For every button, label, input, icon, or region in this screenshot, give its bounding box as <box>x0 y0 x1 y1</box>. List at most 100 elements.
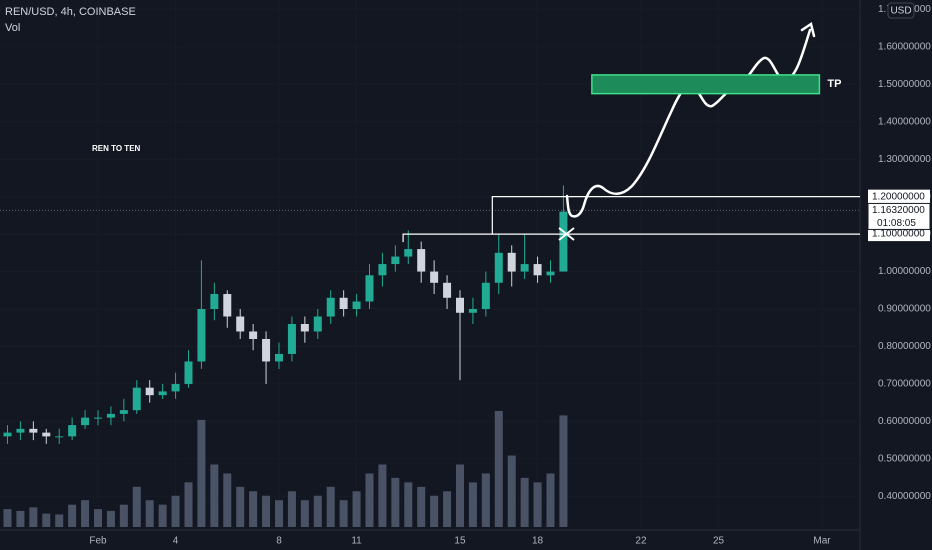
candle-body <box>158 391 167 396</box>
candle-body <box>481 282 490 310</box>
candle-body <box>132 387 141 411</box>
candle-body <box>507 252 516 272</box>
volume-bar <box>81 500 90 527</box>
x-tick-label: Feb <box>89 536 107 547</box>
volume-bar <box>391 477 400 527</box>
candle-body <box>391 256 400 265</box>
x-tick-label: 15 <box>454 536 466 547</box>
candle-body <box>300 323 309 332</box>
candle-body <box>210 294 219 310</box>
y-tick-label: 0.80000000 <box>878 341 931 352</box>
volume-bar <box>352 491 361 527</box>
tp-zone <box>591 74 821 95</box>
y-tick-label: 1.60000000 <box>878 41 931 52</box>
candle-body <box>287 323 296 354</box>
volume-bar <box>468 482 477 527</box>
y-tick-label: 0.70000000 <box>878 379 931 390</box>
candle-body <box>468 309 477 313</box>
y-tick-label: 1.30000000 <box>878 154 931 165</box>
countdown-label: 01:08:05 <box>877 218 916 229</box>
candle-body <box>430 271 439 283</box>
volume-bar <box>223 473 232 527</box>
volume-bar <box>29 507 38 527</box>
volume-bar <box>378 464 387 527</box>
volume-bar <box>106 510 115 527</box>
volume-bar <box>300 500 309 527</box>
volume-bar <box>171 495 180 527</box>
volume-bar <box>455 464 464 527</box>
candle-body <box>443 282 452 298</box>
volume-bar <box>132 486 141 527</box>
volume-bar <box>16 510 25 527</box>
currency-label: USD <box>890 6 911 17</box>
candle-body <box>68 425 77 437</box>
volume-bar <box>145 500 154 527</box>
y-tick-label: 0.90000000 <box>878 304 931 315</box>
symbol-title: REN/USD, 4h, COINBASE <box>5 6 136 18</box>
volume-bar <box>3 509 12 527</box>
candle-body <box>184 361 193 384</box>
price-box-label: 1.16320000 <box>872 205 925 216</box>
level-line <box>402 233 820 243</box>
volume-bar <box>68 504 77 527</box>
candle-body <box>455 297 464 313</box>
candle-body <box>262 338 271 362</box>
candle-body <box>16 428 25 433</box>
candle-body <box>236 316 245 332</box>
annotation: REN TO TEN <box>92 144 141 153</box>
volume-bar <box>197 419 206 527</box>
volume-bar <box>443 491 452 527</box>
candle-body <box>313 316 322 332</box>
candle-body <box>339 297 348 310</box>
candle-body <box>197 309 206 362</box>
volume-bar <box>546 473 555 527</box>
volume-bar <box>158 504 167 527</box>
volume-bar <box>339 500 348 527</box>
volume-bar <box>42 513 51 527</box>
price-box <box>867 202 931 230</box>
volume-bar <box>430 495 439 527</box>
y-tick-label: 0.40000000 <box>878 491 931 502</box>
x-tick-label: 18 <box>532 536 544 547</box>
candle-body <box>3 432 12 437</box>
volume-bar <box>184 482 193 527</box>
candle-body <box>171 383 180 392</box>
volume-bar <box>119 504 128 527</box>
candle-body <box>404 249 413 257</box>
candle-body <box>378 264 387 276</box>
volume-bar <box>313 495 322 527</box>
candle-body <box>494 252 503 283</box>
volume-label: Vol <box>5 22 20 34</box>
x-tick-label: Mar <box>813 536 831 547</box>
volume-bar <box>520 477 529 527</box>
candle-body <box>106 413 115 418</box>
volume-bar <box>326 486 335 527</box>
volume-bar <box>236 486 245 527</box>
y-tick-label: 1.50000000 <box>878 79 931 90</box>
volume-bar <box>274 500 283 527</box>
candle-body <box>223 294 232 317</box>
tp-label: TP <box>827 78 841 90</box>
price-box <box>868 227 930 242</box>
forecast-curve <box>565 28 812 218</box>
candle-body <box>249 331 258 339</box>
candle-body <box>119 410 128 414</box>
currency-badge <box>887 2 915 19</box>
volume-bar <box>262 495 271 527</box>
candle-body <box>145 387 154 396</box>
volume-bar <box>210 464 219 527</box>
x-tick-label: 11 <box>351 536 362 547</box>
candle-body <box>520 264 529 272</box>
volume-bar <box>365 473 374 527</box>
candle-body <box>365 275 374 302</box>
volume-bar <box>287 491 296 527</box>
x-tick-label: 8 <box>276 536 282 547</box>
volume-bar <box>559 415 568 527</box>
volume-bar <box>481 473 490 527</box>
candle-body <box>29 428 38 433</box>
candle-body <box>546 271 555 276</box>
candle-body <box>81 417 90 426</box>
candle-body <box>274 353 283 362</box>
volume-bar <box>55 514 64 527</box>
